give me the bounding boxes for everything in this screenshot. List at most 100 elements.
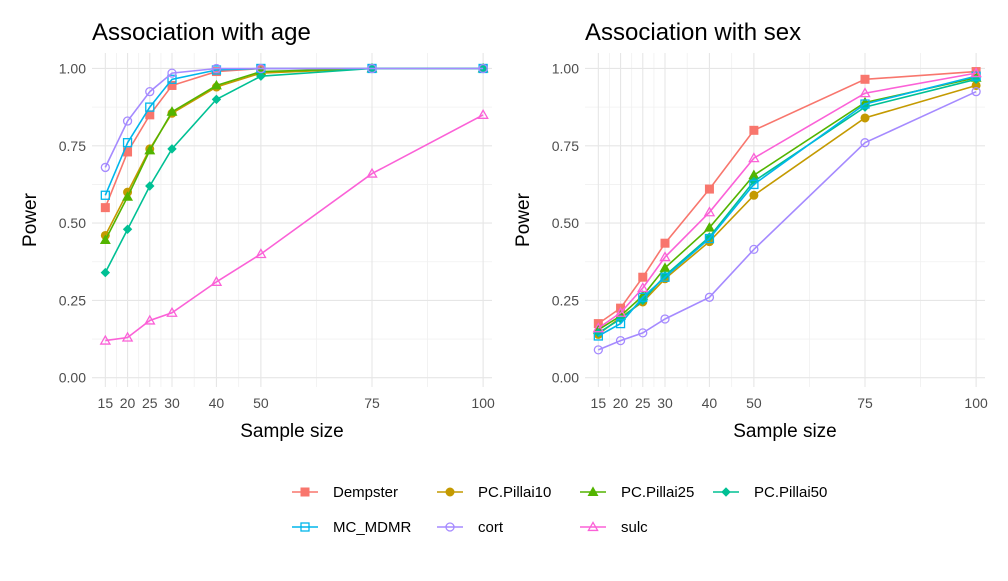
series-line <box>104 67 484 236</box>
series-line <box>105 114 484 342</box>
data-point <box>704 292 715 302</box>
data-point <box>478 63 488 74</box>
data-point <box>100 267 111 278</box>
legend-item: PC.Pillai50 <box>713 484 827 501</box>
panel-title: Association with age <box>92 19 311 46</box>
series-line <box>104 67 484 196</box>
data-point <box>166 306 178 317</box>
data-point <box>167 144 177 154</box>
series-line <box>104 67 484 241</box>
data-point <box>970 67 982 78</box>
x-tick-label: 30 <box>164 395 180 411</box>
x-axis-title: Sample size <box>733 421 837 442</box>
x-tick-label: 20 <box>613 395 629 411</box>
data-point <box>704 184 714 194</box>
series-pc-pillai25 <box>592 72 982 334</box>
data-point <box>749 179 759 190</box>
data-point <box>593 345 603 355</box>
x-tick-label: 40 <box>209 395 225 411</box>
x-tick-label: 50 <box>746 395 762 411</box>
legend-item: PC.Pillai25 <box>580 484 694 501</box>
data-point <box>638 292 648 302</box>
data-point <box>638 272 648 282</box>
series-line <box>597 76 977 331</box>
series-line <box>597 72 977 329</box>
grid <box>585 53 985 387</box>
data-point <box>211 94 222 105</box>
x-tick-label: 15 <box>591 395 607 411</box>
data-point <box>121 331 134 342</box>
data-point <box>860 99 870 109</box>
x-tick-label: 75 <box>857 395 873 411</box>
y-tick-label: 0.75 <box>552 138 579 154</box>
y-tick-label: 0.25 <box>552 292 579 308</box>
data-point <box>749 244 759 255</box>
data-point <box>638 295 648 306</box>
data-point <box>211 63 222 74</box>
data-point <box>660 314 670 324</box>
x-tick-label: 15 <box>98 395 114 411</box>
data-point <box>860 74 870 84</box>
data-point <box>614 306 627 317</box>
data-point <box>748 152 760 163</box>
data-point <box>615 335 626 346</box>
data-point <box>144 144 156 155</box>
series-line <box>104 67 484 273</box>
x-tick-label: 50 <box>253 395 269 411</box>
data-point <box>615 318 626 329</box>
series-pc-pillai25 <box>99 62 489 245</box>
data-point <box>255 248 267 259</box>
data-point <box>860 138 870 148</box>
data-point <box>145 102 155 112</box>
series-mc-mdmr <box>593 71 981 341</box>
legend-item: cort <box>437 519 504 536</box>
data-point <box>210 79 222 90</box>
data-point <box>971 87 981 97</box>
data-point <box>704 233 715 244</box>
legend-key-marker <box>721 487 731 497</box>
x-tick-label: 20 <box>120 395 136 411</box>
data-point <box>100 203 110 213</box>
legend-key-marker <box>445 487 455 497</box>
data-point <box>859 87 871 98</box>
x-tick-label: 25 <box>635 395 651 411</box>
data-point <box>167 68 177 78</box>
y-tick-label: 0.00 <box>552 370 579 386</box>
data-point <box>100 190 110 200</box>
data-point <box>166 106 178 116</box>
grid <box>92 53 492 387</box>
data-point <box>860 113 870 123</box>
data-point <box>749 190 759 200</box>
data-point <box>99 334 112 345</box>
data-point <box>660 238 670 248</box>
data-point <box>703 222 715 232</box>
series-line <box>597 70 977 325</box>
legend-item: sulc <box>580 519 648 536</box>
series-cort <box>593 87 981 355</box>
y-tick-label: 0.00 <box>59 370 86 386</box>
y-tick-label: 0.25 <box>59 292 86 308</box>
series-line <box>597 90 977 351</box>
data-point <box>637 282 649 293</box>
data-point <box>749 125 759 135</box>
data-point <box>256 63 266 74</box>
data-point <box>100 162 110 173</box>
y-tick-label: 1.00 <box>552 60 579 76</box>
data-point <box>660 272 670 282</box>
legend-label: Dempster <box>333 484 398 501</box>
series-sulc <box>99 108 489 345</box>
y-tick-label: 0.50 <box>552 215 579 231</box>
x-tick-label: 100 <box>964 395 988 411</box>
x-tick-label: 40 <box>702 395 718 411</box>
legend-key-marker <box>587 521 599 532</box>
series-pc-pillai10 <box>100 63 488 240</box>
age-panel: Association with age 0.00 0.25 0.50 0.75 1.00… <box>20 19 495 442</box>
legend-label: sulc <box>621 519 648 536</box>
data-point <box>477 108 489 119</box>
sex-panel: Association with sex 0.00 0.25 0.50 0.75 1.00… <box>513 19 988 442</box>
y-axis-title: Power <box>513 192 534 247</box>
x-tick-label: 30 <box>657 395 673 411</box>
data-point <box>367 63 377 74</box>
